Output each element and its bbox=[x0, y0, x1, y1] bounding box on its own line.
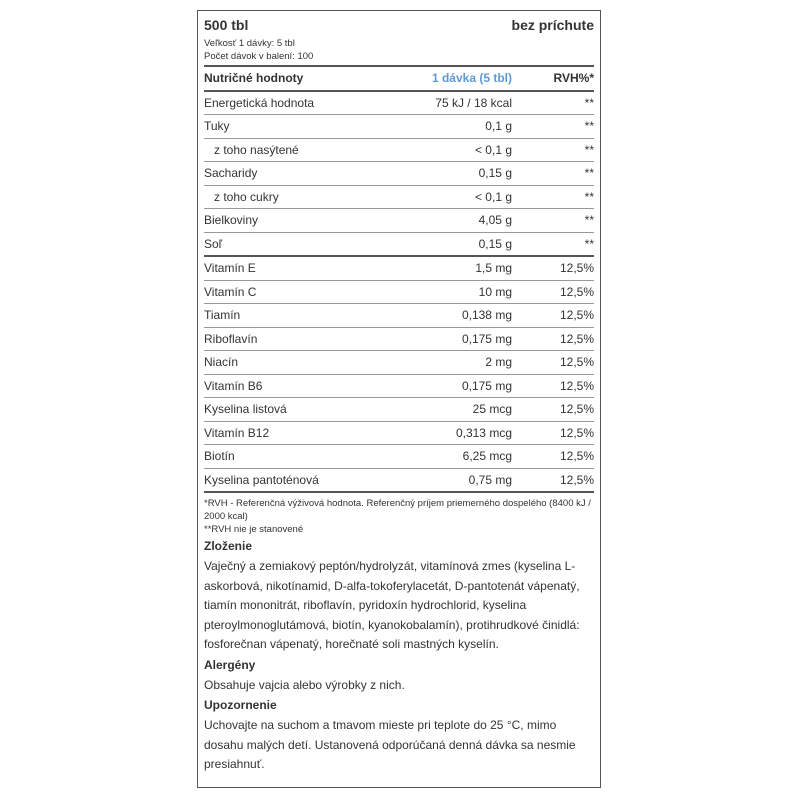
rvh: 12,5% bbox=[559, 331, 594, 346]
flavor: bez príchute bbox=[511, 17, 594, 33]
title: 500 tbl bbox=[204, 17, 249, 33]
table-row: Tuky 0,1 g ** bbox=[204, 115, 594, 139]
table-row: Soľ 0,15 g ** bbox=[204, 233, 594, 256]
amount: 0,15 g bbox=[478, 166, 512, 181]
rvh: 12,5% bbox=[559, 425, 594, 440]
amount: 1,5 mg bbox=[475, 261, 512, 276]
rvh: ** bbox=[584, 142, 594, 157]
section-text: Vaječný a zemiakový peptón/hydrolyzát, v… bbox=[204, 559, 580, 651]
section-heading: Alergény bbox=[204, 657, 256, 672]
amount: 0,138 mg bbox=[461, 308, 512, 323]
rvh: ** bbox=[584, 236, 594, 251]
amount: 10 mg bbox=[478, 284, 512, 299]
table-header: Nutričné hodnoty 1 dávka (5 tbl) RVH%* bbox=[204, 67, 594, 92]
rvh: ** bbox=[584, 166, 594, 181]
rvh: 12,5% bbox=[559, 402, 594, 417]
amount: 0,15 g bbox=[478, 236, 512, 251]
rvh: 12,5% bbox=[559, 261, 594, 276]
table-row: Vitamín E 1,5 mg 12,5% bbox=[204, 257, 594, 281]
rvh: 12,5% bbox=[559, 355, 594, 370]
amount: 0,75 mg bbox=[468, 472, 512, 487]
rvh: 12,5% bbox=[559, 449, 594, 464]
rvh: 12,5% bbox=[559, 284, 594, 299]
nutrition-label: 500 tbl bez príchute Veľkosť 1 dávky: 5 … bbox=[197, 10, 601, 788]
nutrient-name: Niacín bbox=[204, 355, 239, 370]
serving-size: Veľkosť 1 dávky: 5 tbl bbox=[204, 38, 295, 49]
footnote: *RVH - Referenčná výživová hodnota. Refe… bbox=[204, 498, 591, 522]
row-group: Energetická hodnota 75 kJ / 18 kcal ** Tuky… bbox=[204, 92, 594, 257]
table-row: Riboflavín 0,175 mg 12,5% bbox=[204, 328, 594, 351]
header: 500 tbl bez príchute bbox=[204, 17, 594, 37]
section-heading: Upozornenie bbox=[204, 698, 277, 712]
amount: 2 mg bbox=[485, 355, 512, 370]
section-text: Uchovajte na suchom a tmavom mieste pri … bbox=[204, 718, 576, 771]
table-row: Bielkoviny 4,05 g ** bbox=[204, 209, 594, 233]
nutrient-name: Vitamín B12 bbox=[204, 425, 270, 440]
nutrient-name: z toho nasýtené bbox=[214, 142, 299, 157]
table-row: Tiamín 0,138 mg 12,5% bbox=[204, 304, 594, 328]
rvh: ** bbox=[584, 119, 594, 134]
table-row: Kyselina pantoténová 0,75 mg 12,5% bbox=[204, 469, 594, 492]
column-header: Nutričné hodnoty bbox=[204, 71, 304, 86]
amount: 25 mcg bbox=[472, 402, 512, 417]
nutrient-name: Vitamín E bbox=[204, 261, 256, 276]
table-row: Kyselina listová 25 mcg 12,5% bbox=[204, 398, 594, 422]
amount: < 0,1 g bbox=[474, 189, 512, 204]
nutrient-name: Vitamín B6 bbox=[204, 378, 263, 393]
table-row: Energetická hodnota 75 kJ / 18 kcal ** bbox=[204, 92, 594, 115]
rvh: 12,5% bbox=[559, 378, 594, 393]
nutrient-name: Biotín bbox=[204, 449, 235, 464]
amount: < 0,1 g bbox=[474, 142, 512, 157]
amount: 0,175 mg bbox=[461, 331, 512, 346]
nutrient-name: Tuky bbox=[204, 119, 230, 134]
amount: 75 kJ / 18 kcal bbox=[435, 95, 512, 110]
table-row: Vitamín B6 0,175 mg 12,5% bbox=[204, 375, 594, 398]
column-header: RVH%* bbox=[553, 71, 594, 86]
amount: 6,25 mcg bbox=[462, 449, 512, 464]
servings: Počet dávok v balení: 100 bbox=[204, 51, 314, 62]
section-heading: Zloženie bbox=[204, 539, 253, 553]
table-row: Biotín 6,25 mcg 12,5% bbox=[204, 445, 594, 469]
amount: 0,1 g bbox=[485, 119, 512, 134]
table-row: z toho nasýtené < 0,1 g ** bbox=[204, 139, 594, 162]
amount: 0,313 mcg bbox=[455, 425, 512, 440]
table-row: Sacharidy 0,15 g ** bbox=[204, 162, 594, 186]
rvh: ** bbox=[584, 213, 594, 228]
table-row: Vitamín B12 0,313 mcg 12,5% bbox=[204, 422, 594, 445]
amount: 4,05 g bbox=[478, 213, 512, 228]
column-header: 1 dávka (5 tbl) bbox=[431, 71, 512, 86]
nutrient-name: Tiamín bbox=[204, 308, 241, 323]
nutrient-name: Sacharidy bbox=[204, 166, 258, 181]
rvh: ** bbox=[584, 95, 594, 110]
table-row: z toho cukry < 0,1 g ** bbox=[204, 186, 594, 209]
section-text: Obsahuje vajcia alebo výrobky z nich. bbox=[204, 677, 405, 692]
row-group: Vitamín E 1,5 mg 12,5% Vitamín C 10 mg 12,5% T… bbox=[204, 257, 594, 493]
nutrient-name: Soľ bbox=[204, 236, 223, 251]
table-row: Niacín 2 mg 12,5% bbox=[204, 351, 594, 375]
nutrient-name: z toho cukry bbox=[214, 189, 279, 204]
nutrient-name: Bielkoviny bbox=[204, 213, 259, 228]
amount: 0,175 mg bbox=[461, 378, 512, 393]
rvh: ** bbox=[584, 189, 594, 204]
nutrient-name: Riboflavín bbox=[204, 331, 258, 346]
table-row: Vitamín C 10 mg 12,5% bbox=[204, 281, 594, 304]
rvh: 12,5% bbox=[559, 472, 594, 487]
rvh: 12,5% bbox=[559, 308, 594, 323]
footnote: **RVH nie je stanovené bbox=[204, 524, 304, 535]
nutrient-name: Vitamín C bbox=[204, 284, 257, 299]
nutrient-name: Energetická hodnota bbox=[204, 95, 315, 110]
nutrient-name: Kyselina pantoténová bbox=[204, 472, 319, 487]
nutrient-name: Kyselina listová bbox=[204, 402, 287, 417]
